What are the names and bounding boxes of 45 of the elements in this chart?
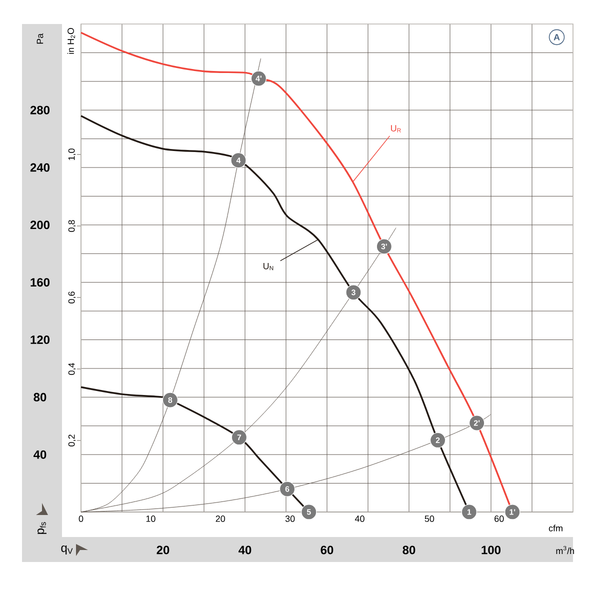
- text: p$_{fs}$: [38, 522, 46, 534]
- x-tick-label: 60: [494, 516, 504, 522]
- annotation: 3': [381, 244, 387, 250]
- y-tick-label: 280: [30, 106, 50, 114]
- annotation: 3: [351, 290, 356, 296]
- x-tick-label: 50: [424, 516, 434, 522]
- x-tick-label: 20: [216, 516, 226, 522]
- annotation: 6: [285, 486, 290, 492]
- annotation: 1': [510, 509, 516, 515]
- x2-tick-label: 80: [402, 546, 416, 554]
- x2-tick-label: 60: [320, 546, 334, 554]
- annotation: 2: [436, 437, 440, 444]
- x-tick-label: 0: [78, 516, 84, 522]
- y-tick-label: 40: [34, 450, 46, 459]
- y-tick-label: 200: [30, 220, 50, 230]
- annotation: 5: [306, 509, 311, 515]
- x2-tick-label: 40: [238, 546, 252, 554]
- text: q$_{V}$: [61, 546, 73, 554]
- y2-tick-label: 0,2: [68, 434, 76, 446]
- annotation: 1: [467, 509, 472, 515]
- x2-tick-label: 100: [482, 546, 501, 554]
- annotation: 2': [474, 420, 480, 426]
- annotation: 4: [236, 158, 241, 164]
- annotation: 8: [168, 397, 172, 403]
- y-axis-title: Pa: [36, 33, 44, 44]
- y2-axis-title: in H$_{2}$O: [67, 28, 75, 54]
- x-tick-label: 40: [354, 516, 364, 522]
- x-tick-label: 30: [285, 516, 295, 522]
- y-tick-label: 240: [30, 163, 50, 172]
- annotation: 4': [256, 76, 262, 82]
- y2-tick-label: 0,6: [68, 292, 76, 304]
- y-tick-label: 160: [30, 278, 50, 287]
- y2-tick-label: 1,0: [68, 148, 76, 160]
- x2-axis-title: m$^{3}$/h: [556, 546, 574, 554]
- y-tick-label: 80: [34, 392, 46, 402]
- y2-tick-label: 0,8: [68, 220, 76, 232]
- x-axis-title: cfm: [548, 524, 562, 532]
- x2-tick-label: 20: [156, 546, 170, 554]
- annotation: 7: [237, 434, 242, 440]
- text: U$_{R}$: [391, 125, 401, 132]
- text: U$_{N}$: [263, 262, 274, 270]
- x-tick-label: 10: [146, 516, 156, 522]
- y2-tick-label: 0,4: [68, 362, 76, 375]
- annotation: A: [554, 34, 560, 40]
- y-tick-label: 120: [30, 336, 50, 344]
